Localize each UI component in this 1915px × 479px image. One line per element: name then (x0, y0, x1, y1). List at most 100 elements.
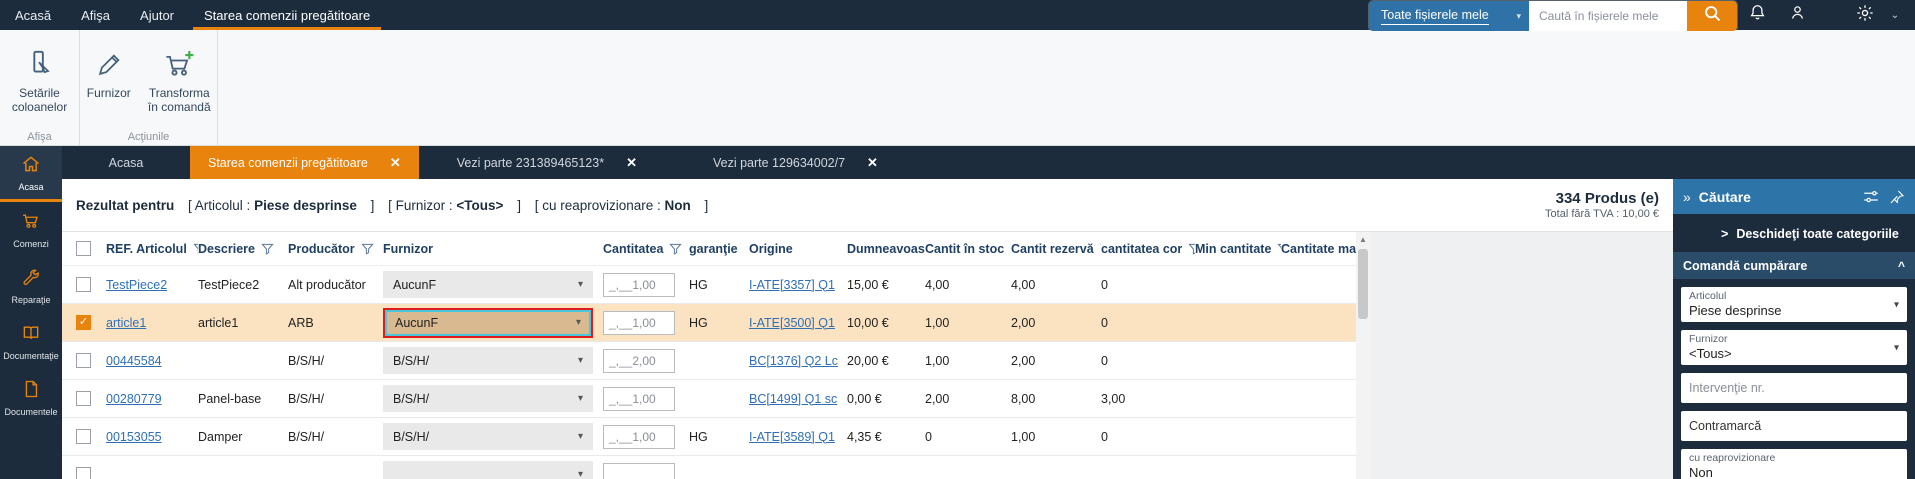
table-row[interactable]: ✓ 00153055 Damper B/S/H/ B/S/H/▾ _,__1,0… (62, 418, 1370, 456)
row-checkbox[interactable]: ✓ (76, 429, 91, 444)
table-row[interactable]: ✓ ▾ (62, 456, 1370, 479)
column-header-descriere[interactable]: Descriere (198, 242, 288, 256)
furnizor-select[interactable]: ▾ (383, 461, 593, 479)
open-all-categories-button[interactable]: > Deschideţi toate categoriile (1721, 227, 1899, 241)
sidebar-item-documentatie[interactable]: Documentaţie (0, 314, 62, 370)
account-button[interactable] (1777, 0, 1817, 30)
pencil-icon (93, 44, 125, 86)
settings-button[interactable] (1845, 0, 1885, 30)
sidebar-item-reparatie[interactable]: Reparaţie (0, 258, 62, 314)
search-button[interactable] (1687, 1, 1737, 31)
menu-item-afisa[interactable]: Afişa (81, 7, 111, 23)
scrollbar-thumb[interactable] (1358, 249, 1368, 319)
bell-icon (1748, 3, 1767, 27)
furnizor-filter-select[interactable]: Furnizor <Tous> ▾ (1681, 330, 1907, 365)
contramarca-input[interactable]: Contramarcă (1681, 411, 1907, 441)
origine-link[interactable]: I-ATE[3357] Q1 (749, 277, 835, 292)
select-all-checkbox[interactable]: ✓ (76, 241, 91, 256)
button-label: Setările (19, 86, 60, 100)
section-comanda-cumparare[interactable]: Comandă cumpărare ^ (1673, 252, 1915, 279)
tab-acasa[interactable]: Acasa (62, 146, 190, 179)
close-icon[interactable]: ✕ (867, 154, 878, 170)
ribbon-group-actiuni: Furnizor Transforma în comandă Acţiunile (80, 30, 218, 146)
filter-sliders-icon[interactable] (1861, 188, 1881, 206)
origine-link[interactable]: I-ATE[3589] Q1 (749, 429, 835, 444)
table-row[interactable]: ✓ TestPiece2 TestPiece2 Alt producător A… (62, 266, 1370, 304)
article-ref-link[interactable]: TestPiece2 (106, 277, 168, 292)
cantitatea-input[interactable] (603, 462, 675, 479)
field-value: <Tous> (1689, 346, 1732, 361)
sidebar-item-comenzi[interactable]: Comenzi (0, 202, 62, 258)
notifications-button[interactable] (1737, 0, 1777, 30)
furnizor-select[interactable]: B/S/H/▾ (383, 385, 593, 412)
files-scope-value: Toate fișierele mele (1381, 8, 1489, 25)
row-checkbox[interactable]: ✓ (76, 391, 91, 406)
cantitatea-input[interactable]: _,__1,00 (603, 272, 675, 297)
row-checkbox[interactable]: ✓ (76, 467, 91, 479)
sidebar-item-documentele[interactable]: Documentele (0, 370, 62, 426)
tab-vezi-parte-1[interactable]: Vezi parte 231389465123* ✕ (419, 146, 675, 179)
column-header-furnizor[interactable]: Furnizor (383, 241, 433, 256)
column-settings-button[interactable]: Setările coloanelor (0, 44, 79, 114)
furnizor-select[interactable]: B/S/H/▾ (383, 423, 593, 450)
furnizor-select[interactable]: AucunF ▾ (383, 307, 593, 338)
column-header-garantie[interactable]: garanţie (689, 241, 738, 256)
tab-vezi-parte-2[interactable]: Vezi parte 129634002/7 ✕ (675, 146, 916, 179)
furnizor-button[interactable]: Furnizor (80, 44, 138, 114)
row-checkbox[interactable]: ✓ (76, 315, 91, 330)
articolul-select[interactable]: Articolul Piese desprinse ▾ (1681, 287, 1907, 322)
menu-item-acasa[interactable]: Acasă (15, 7, 52, 23)
cantitatea-input[interactable]: _,__1,00 (603, 386, 675, 411)
column-header-cantitatea[interactable]: Cantitatea (603, 242, 689, 256)
pin-icon[interactable] (1889, 189, 1905, 205)
transform-to-order-button[interactable]: Transforma în comandă (142, 44, 217, 114)
collapse-panel-icon[interactable]: » (1683, 188, 1691, 205)
column-header-dumneavoastra[interactable]: Dumneavoast (847, 242, 925, 256)
column-header-cantitatea-comandata[interactable]: cantitatea cor (1101, 242, 1195, 256)
column-header-cantit-in-stoc[interactable]: Cantit în stoc (925, 242, 1011, 256)
topbar-collapse-button[interactable]: ⌄ (1890, 9, 1900, 21)
row-checkbox[interactable]: ✓ (76, 353, 91, 368)
table-scrollbar[interactable]: ▲ (1356, 232, 1370, 479)
files-scope-dropdown[interactable]: Toate fișierele mele ▾ (1369, 1, 1529, 31)
tab-starea-comenzii[interactable]: Starea comenzii pregătitoare ✕ (190, 146, 419, 179)
rezervata-cell: 4,00 (1011, 277, 1036, 292)
cantitatea-input[interactable]: _,__1,00 (603, 310, 675, 335)
search-icon (1703, 4, 1722, 28)
origine-link[interactable]: I-ATE[3500] Q1 (749, 315, 835, 330)
row-checkbox[interactable]: ✓ (76, 277, 91, 292)
scroll-up-icon[interactable]: ▲ (1359, 235, 1367, 244)
column-header-ref[interactable]: REF. Articolul (106, 242, 198, 256)
article-ref-link[interactable]: 00153055 (106, 429, 162, 444)
furnizor-select[interactable]: B/S/H/▾ (383, 347, 593, 374)
table-row[interactable]: ✓ 00280779 Panel-base B/S/H/ B/S/H/▾ _,_… (62, 380, 1370, 418)
column-header-origine[interactable]: Origine (749, 241, 793, 256)
chevron-down-icon: ▾ (577, 393, 583, 404)
article-ref-link[interactable]: 00445584 (106, 353, 162, 368)
reaprovizionare-select[interactable]: cu reaprovizionare Non (1681, 449, 1907, 479)
cantitatea-input[interactable]: _,__1,00 (603, 424, 675, 449)
rezervata-cell: 2,00 (1011, 315, 1036, 330)
menu-item-starea-comenzii[interactable]: Starea comenzii pregătitoare (189, 0, 385, 30)
article-ref-link[interactable]: 00280779 (106, 391, 162, 406)
origine-link[interactable]: BC[1376] Q2 Lc (749, 353, 838, 368)
chevron-down-icon: ▾ (577, 355, 583, 366)
search-input[interactable]: Caută în fișierele mele (1529, 1, 1687, 31)
column-header-cantit-rezervata[interactable]: Cantit rezervă (1011, 242, 1101, 256)
sidebar-item-acasa[interactable]: Acasa (0, 146, 62, 202)
origine-link[interactable]: BC[1499] Q1 sc (749, 391, 838, 406)
table-row[interactable]: ✓ 00445584 B/S/H/ B/S/H/▾ _,__2,00 BC[13… (62, 342, 1370, 380)
column-header-producator[interactable]: Producător (288, 242, 383, 256)
table-row[interactable]: ✓ article1 article1 ARB AucunF ▾ _,__1,00… (62, 304, 1370, 342)
chevron-down-icon: ▾ (1516, 10, 1521, 21)
furnizor-select[interactable]: AucunF ▾ (383, 271, 593, 298)
stoc-cell: 1,00 (925, 315, 950, 330)
article-ref-link[interactable]: article1 (106, 315, 147, 330)
close-icon[interactable]: ✕ (389, 154, 401, 170)
close-icon[interactable]: ✕ (626, 154, 637, 170)
cantitatea-input[interactable]: _,__2,00 (603, 348, 675, 373)
column-header-min-cantitate[interactable]: Min cantitate (1195, 242, 1281, 256)
interventie-input[interactable]: Intervenţie nr. (1681, 373, 1907, 403)
menu-item-ajutor[interactable]: Ajutor (140, 7, 175, 23)
column-header-cantitate-max[interactable]: Cantitate ma (1281, 242, 1363, 256)
